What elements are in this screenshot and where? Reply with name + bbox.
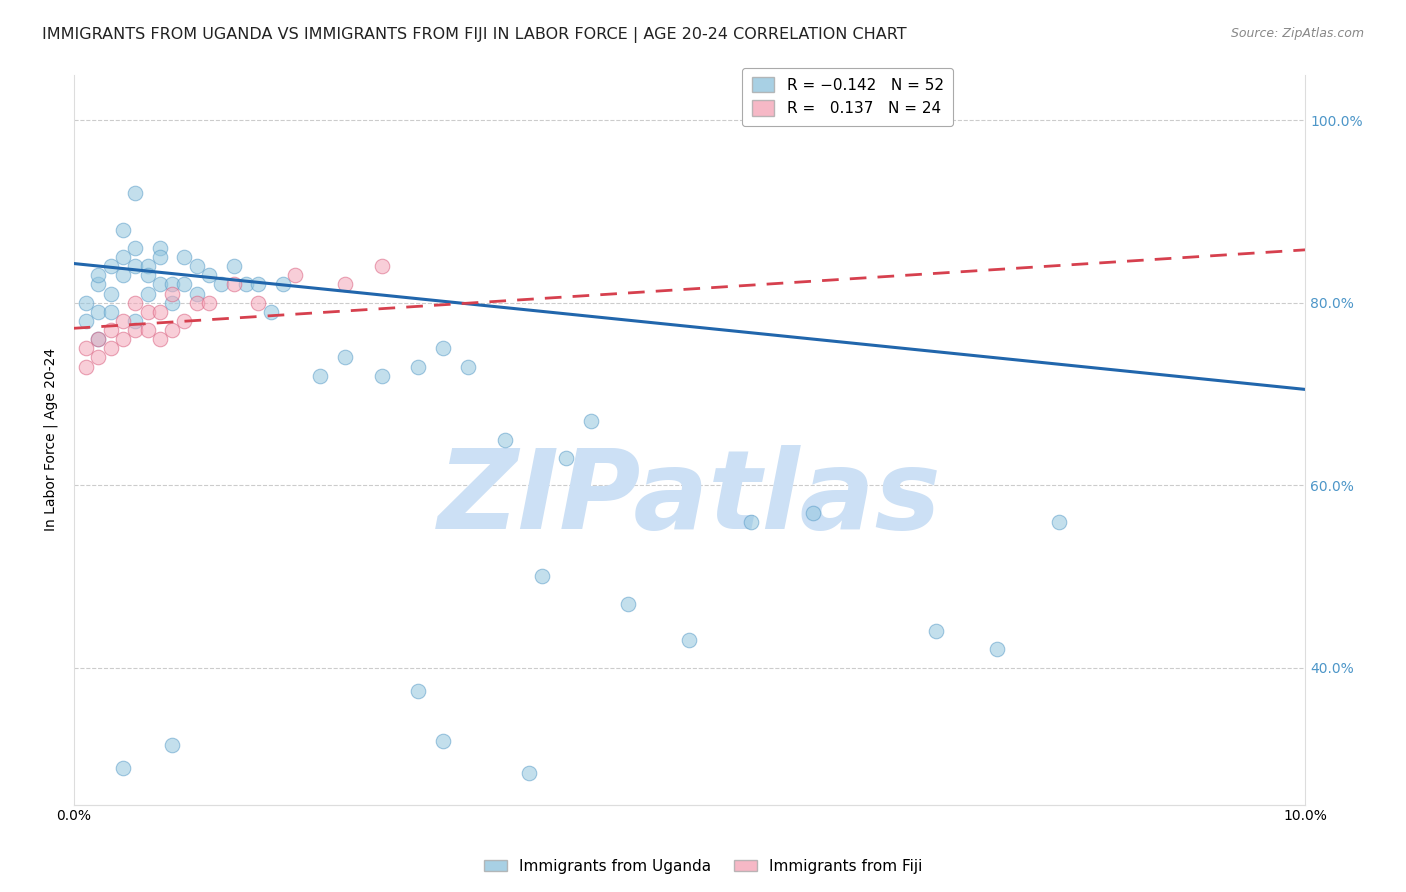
Point [173, 250, 195, 264]
Point [333, 351, 356, 365]
Point [579, 414, 602, 428]
Point [111, 268, 134, 283]
Y-axis label: In Labor Force | Age 20-24: In Labor Force | Age 20-24 [44, 348, 58, 531]
Point [75, 295, 97, 310]
Point [124, 314, 146, 328]
Point [925, 624, 948, 639]
Point [247, 295, 270, 310]
Point [160, 739, 183, 753]
Point [173, 277, 195, 292]
Point [87, 277, 110, 292]
Point [740, 515, 762, 529]
Point [75, 359, 97, 374]
Point [87, 332, 110, 346]
Point [111, 332, 134, 346]
Point [149, 332, 172, 346]
Point [408, 683, 430, 698]
Point [136, 323, 159, 337]
Point [100, 305, 122, 319]
Legend: R = −0.142   N = 52, R =   0.137   N = 24: R = −0.142 N = 52, R = 0.137 N = 24 [742, 68, 953, 126]
Point [111, 223, 134, 237]
Point [160, 323, 183, 337]
Point [111, 314, 134, 328]
Point [75, 342, 97, 356]
Point [124, 323, 146, 337]
Point [136, 286, 159, 301]
Point [198, 295, 221, 310]
Point [124, 295, 146, 310]
Point [284, 268, 307, 283]
Point [173, 314, 195, 328]
Point [186, 286, 208, 301]
Point [149, 305, 172, 319]
Point [87, 268, 110, 283]
Point [517, 765, 540, 780]
Point [136, 268, 159, 283]
Point [432, 733, 454, 747]
Point [111, 250, 134, 264]
Point [186, 295, 208, 310]
Point [136, 259, 159, 273]
Point [408, 359, 430, 374]
Point [271, 277, 294, 292]
Point [209, 277, 232, 292]
Point [160, 277, 183, 292]
Point [149, 277, 172, 292]
Point [986, 642, 1008, 657]
Point [333, 277, 356, 292]
Point [100, 259, 122, 273]
Point [555, 450, 578, 465]
Point [198, 268, 221, 283]
Point [432, 342, 454, 356]
Point [87, 351, 110, 365]
Point [100, 342, 122, 356]
Point [801, 506, 824, 520]
Point [530, 569, 553, 583]
Point [1047, 515, 1070, 529]
Point [222, 259, 245, 273]
Point [75, 314, 97, 328]
Point [160, 286, 183, 301]
Point [235, 277, 257, 292]
Point [494, 433, 516, 447]
Point [309, 368, 332, 383]
Point [370, 259, 392, 273]
Text: Source: ZipAtlas.com: Source: ZipAtlas.com [1230, 27, 1364, 40]
Point [260, 305, 283, 319]
Point [457, 359, 479, 374]
Point [617, 597, 640, 611]
Point [370, 368, 392, 383]
Point [222, 277, 245, 292]
Point [124, 186, 146, 201]
Point [124, 241, 146, 255]
Point [160, 295, 183, 310]
Point [87, 332, 110, 346]
Point [111, 761, 134, 775]
Point [100, 286, 122, 301]
Point [247, 277, 270, 292]
Point [678, 633, 700, 648]
Point [186, 259, 208, 273]
Legend: Immigrants from Uganda, Immigrants from Fiji: Immigrants from Uganda, Immigrants from … [478, 853, 928, 880]
Point [149, 250, 172, 264]
Point [87, 305, 110, 319]
Point [124, 259, 146, 273]
Point [136, 305, 159, 319]
Text: ZIPatlas: ZIPatlas [437, 444, 942, 551]
Point [100, 323, 122, 337]
Text: IMMIGRANTS FROM UGANDA VS IMMIGRANTS FROM FIJI IN LABOR FORCE | AGE 20-24 CORREL: IMMIGRANTS FROM UGANDA VS IMMIGRANTS FRO… [42, 27, 907, 43]
Point [149, 241, 172, 255]
